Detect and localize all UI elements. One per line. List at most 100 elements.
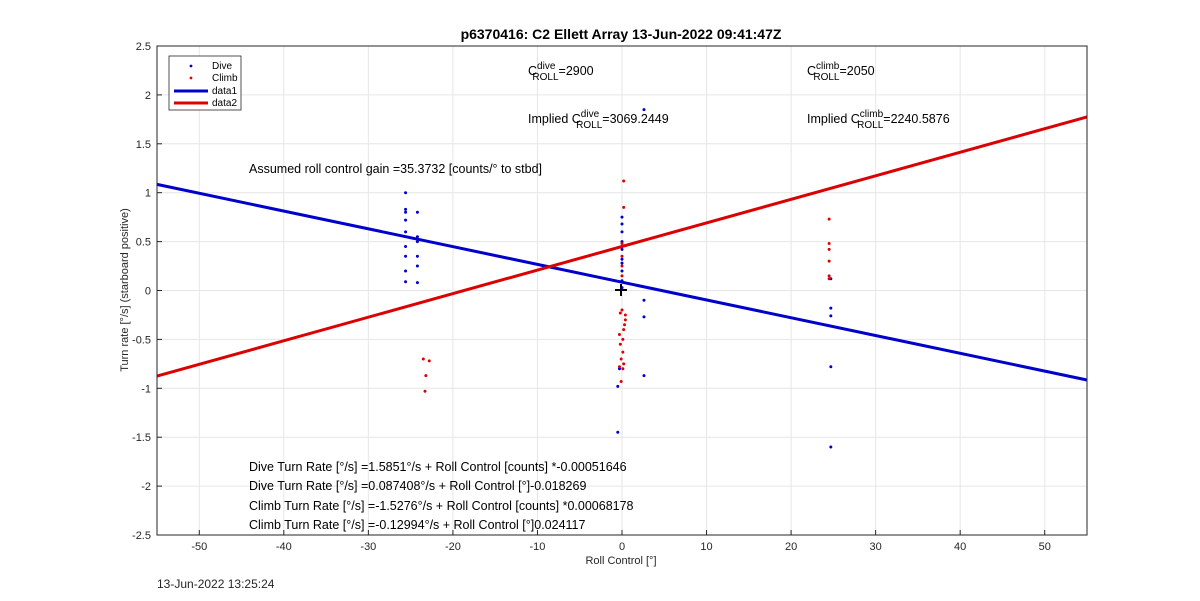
point-dive [404,230,408,234]
point-climb [618,311,622,315]
y-tick-label: -1 [141,383,151,395]
x-tick-label: -10 [530,541,546,553]
x-axis: -50 -40 -30 -20 -10 0 10 20 30 40 50 [191,530,1051,553]
point-dive [404,244,408,248]
point-dive [404,218,408,222]
legend-dive-marker [189,64,193,68]
point-dive [616,430,620,434]
y-tick-label: 0.5 [136,237,151,249]
c-roll-dive-annotation: Cdive ROLL=2900 [528,61,594,83]
point-dive [829,365,833,369]
legend: Dive Climb data1 data2 [168,55,242,111]
y-tick-label: 1.5 [136,139,151,151]
y-tick-label: -2.5 [132,530,151,542]
implied-climb-annotation: Implied Cclimb ROLL=2240.5876 [807,109,950,131]
point-dive [404,254,408,258]
point-climb [827,277,831,281]
point-dive [404,207,408,211]
point-dive [415,264,419,268]
x-tick-label: 10 [700,541,712,553]
point-dive [616,384,620,388]
y-tick-label: -2 [141,481,151,493]
y-tick-label: 0 [145,286,151,298]
point-dive [829,306,833,310]
y-tick-label: -0.5 [132,334,151,346]
point-climb [623,313,627,317]
point-climb [621,367,625,371]
point-climb [620,242,624,246]
point-dive [620,247,624,251]
y-tick-label: 1 [145,188,151,200]
plot-frame [156,45,1088,536]
y-axis: 2.5 2 1.5 1 0.5 0 -0.5 -1 -1.5 -2 -2.5 [132,41,162,542]
point-climb [827,242,831,246]
point-dive [620,269,624,273]
point-dive [415,240,419,244]
point-climb [620,274,624,278]
y-axis-label: Turn rate [°/s] (starboard positive) [119,208,131,372]
point-climb [619,357,623,361]
legend-climb-marker [189,76,193,80]
point-dive [829,314,833,318]
climb-equation-counts: Climb Turn Rate [°/s] =-1.5276°/s + Roll… [249,499,634,513]
point-dive [620,257,624,261]
point-dive [642,298,646,302]
point-climb [621,337,625,341]
point-climb [421,357,425,361]
legend-dive-label: Dive [212,61,232,72]
point-dive [404,210,408,214]
point-climb [427,359,431,363]
point-climb [620,264,624,268]
x-tick-label: 30 [870,541,882,553]
x-tick-label: 20 [785,541,797,553]
point-climb [622,205,626,209]
point-climb [424,374,428,378]
gain-annotation: Assumed roll control gain =35.3732 [coun… [249,162,542,176]
point-dive [415,254,419,258]
x-tick-label: 50 [1039,541,1051,553]
point-dive [620,261,624,265]
point-climb [618,342,622,346]
climb-equation-degrees: Climb Turn Rate [°/s] =-0.12994°/s + Rol… [249,518,586,532]
x-tick-label: -50 [191,541,207,553]
dive-equation-counts: Dive Turn Rate [°/s] =1.5851°/s + Roll C… [249,460,627,474]
x-tick-label: -40 [276,541,292,553]
legend-data1-label: data1 [212,86,237,97]
point-climb [622,179,626,183]
point-climb [827,274,831,278]
point-dive [620,279,624,283]
point-climb [827,247,831,251]
point-dive [620,222,624,226]
x-tick-label: -30 [360,541,376,553]
point-dive [620,215,624,219]
x-tick-label: -20 [445,541,461,553]
x-axis-label: Roll Control [°] [585,555,656,567]
point-climb [617,333,621,337]
origin-marker [615,284,627,296]
point-climb [622,362,626,366]
x-tick-label: 0 [619,541,625,553]
legend-climb-label: Climb [212,73,238,84]
point-dive [620,230,624,234]
point-dive [404,191,408,195]
y-tick-label: 2 [145,90,151,102]
legend-data2-label: data2 [212,98,237,109]
point-climb [620,254,624,258]
point-dive [415,235,419,239]
y-tick-label: -1.5 [132,432,151,444]
point-climb [827,217,831,221]
point-dive [415,281,419,285]
point-climb [623,318,627,322]
point-climb [622,328,626,332]
point-dive [404,269,408,273]
point-climb [620,244,624,248]
y-tick-label: 2.5 [136,41,151,53]
implied-dive-annotation: Implied Cdive ROLL=3069.2449 [528,109,669,131]
point-climb [623,323,627,327]
point-dive [642,374,646,378]
point-climb [621,350,625,354]
point-climb [827,259,831,263]
data-points [404,108,833,449]
point-dive [642,108,646,112]
c-roll-climb-annotation: Cclimb ROLL=2050 [807,61,875,83]
